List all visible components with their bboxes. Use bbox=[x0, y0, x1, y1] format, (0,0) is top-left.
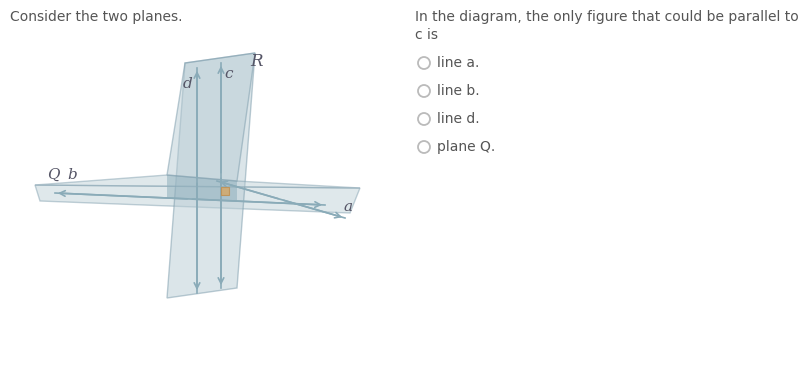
Polygon shape bbox=[35, 185, 360, 213]
Polygon shape bbox=[167, 53, 255, 298]
Text: c is: c is bbox=[415, 28, 438, 42]
Polygon shape bbox=[167, 175, 237, 201]
Text: In the diagram, the only figure that could be parallel to line: In the diagram, the only figure that cou… bbox=[415, 10, 800, 24]
Text: R: R bbox=[250, 53, 262, 70]
Text: Q: Q bbox=[47, 168, 59, 182]
Text: c: c bbox=[224, 67, 233, 81]
Text: a: a bbox=[343, 200, 352, 214]
Text: b: b bbox=[67, 168, 77, 182]
Polygon shape bbox=[35, 175, 360, 188]
Text: d: d bbox=[183, 77, 193, 91]
Text: Consider the two planes.: Consider the two planes. bbox=[10, 10, 182, 24]
Text: line a.: line a. bbox=[437, 56, 479, 70]
Text: plane Q.: plane Q. bbox=[437, 140, 495, 154]
Text: line b.: line b. bbox=[437, 84, 480, 98]
Text: line d.: line d. bbox=[437, 112, 480, 126]
Polygon shape bbox=[167, 53, 255, 181]
Polygon shape bbox=[221, 187, 229, 195]
